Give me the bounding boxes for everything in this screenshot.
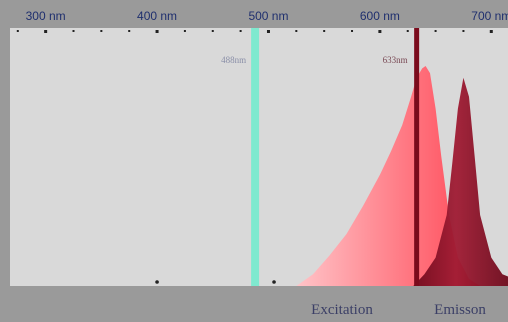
- axis-tick: [183, 30, 186, 32]
- series-area-emisson: [413, 77, 508, 286]
- x-tick-label: 600 nm: [360, 9, 400, 23]
- series-area-excitation: [296, 66, 481, 286]
- axis-tick: [378, 30, 382, 33]
- laser-line-633: [414, 28, 420, 286]
- axis-tick: [351, 30, 354, 32]
- x-tick-label: 300 nm: [26, 9, 66, 23]
- x-tick-label: 400 nm: [137, 9, 177, 23]
- axis-tick: [155, 280, 159, 284]
- x-tick-label: 500 nm: [248, 9, 288, 23]
- axis-tick: [266, 30, 270, 33]
- series-layer: [296, 66, 508, 286]
- x-axis-ticks: [16, 30, 493, 284]
- laser-line-label: 633nm: [383, 55, 408, 65]
- legend: Excitation Emisson: [311, 302, 486, 318]
- axis-tick: [44, 30, 48, 33]
- laser-lines: 488nm 633nm: [221, 28, 420, 286]
- axis-tick: [211, 30, 214, 32]
- axis-tick: [272, 280, 276, 284]
- laser-line-488: [251, 28, 260, 286]
- x-tick-label: 700 nm: [471, 9, 508, 23]
- axis-tick: [100, 30, 103, 32]
- axis-tick: [155, 30, 159, 33]
- axis-tick: [406, 30, 409, 32]
- axis-tick: [16, 30, 19, 32]
- axis-tick: [295, 30, 298, 32]
- legend-label-excitation: Excitation: [311, 302, 373, 318]
- axis-tick: [323, 30, 326, 32]
- tick-labels: 300 nm 400 nm 500 nm 600 nm 700 nm: [26, 9, 508, 23]
- axis-tick: [489, 30, 493, 33]
- legend-label-emisson: Emisson: [434, 302, 486, 318]
- laser-line-label: 488nm: [221, 55, 246, 65]
- axis-tick: [239, 30, 242, 32]
- axis-tick: [128, 30, 131, 32]
- axis-tick: [72, 30, 75, 32]
- axis-tick: [462, 30, 465, 32]
- axis-tick: [434, 30, 437, 32]
